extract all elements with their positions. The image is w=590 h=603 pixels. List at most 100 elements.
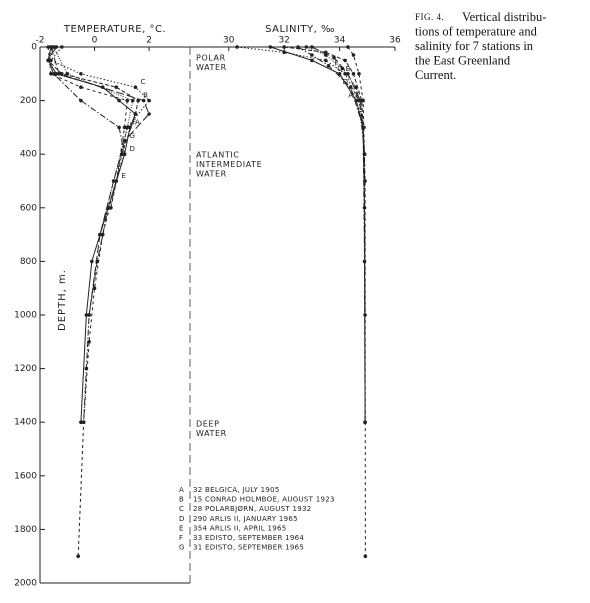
zone-label: INTERMEDIATE	[196, 160, 262, 169]
data-point	[147, 98, 151, 103]
caption-line: Vertical distribu-	[462, 10, 546, 24]
series-letter: A	[135, 118, 140, 126]
profile-line	[270, 46, 366, 423]
series-letter: F	[334, 59, 338, 67]
data-point	[109, 206, 113, 210]
y-tick-label: 1200	[14, 364, 37, 374]
series-letter: B	[345, 65, 350, 73]
data-point	[117, 125, 121, 130]
series-letter: A	[348, 92, 353, 100]
legend-entry: 28 POLARBJØRN, AUGUST 1932	[193, 505, 312, 513]
data-point	[136, 98, 140, 103]
data-point	[100, 232, 105, 237]
x-tick-label: 30	[223, 36, 235, 46]
data-point	[54, 72, 59, 76]
caption-line: the East Greenland	[415, 53, 511, 67]
data-point	[49, 72, 53, 76]
data-point	[133, 85, 138, 89]
zone-label: DEEP	[196, 420, 220, 429]
data-point	[60, 45, 64, 49]
data-point	[348, 85, 353, 89]
data-point	[141, 98, 146, 103]
data-point	[46, 45, 50, 49]
y-tick-label: 0	[31, 43, 37, 53]
series-letter: C	[140, 78, 145, 86]
x-tick-label: -2	[36, 36, 45, 46]
data-point	[60, 72, 64, 76]
legend-letter: C	[179, 505, 184, 513]
legend-entry: 33 EDISTO, SEPTEMBER 1964	[193, 534, 304, 542]
data-point	[133, 112, 138, 116]
legend-letter: D	[179, 515, 184, 523]
data-point	[87, 313, 91, 317]
data-point	[362, 152, 367, 156]
data-point	[51, 72, 56, 76]
data-point	[296, 45, 300, 49]
caption-line: Current.	[415, 68, 456, 82]
data-point	[354, 85, 359, 89]
caption-line: tions of temperature and	[415, 24, 538, 38]
data-point	[84, 313, 89, 317]
data-point	[117, 98, 121, 103]
legend-entry: 354 ARLIS II, APRIL 1965	[193, 524, 287, 532]
zone-label: ATLANTIC	[196, 151, 239, 160]
data-point	[65, 72, 70, 76]
series-letter: G	[130, 132, 135, 140]
legend-entry: 15 CONRAD HOLMBOE, AUGUST 1923	[193, 496, 335, 504]
data-point	[361, 98, 365, 103]
x-axis-title: SALINITY, ‰	[265, 24, 335, 35]
data-point	[363, 313, 367, 317]
y-tick-label: 600	[20, 203, 37, 213]
data-point	[114, 179, 119, 183]
legend-letter: F	[179, 534, 183, 542]
data-point	[111, 179, 116, 183]
profile-line	[284, 46, 366, 155]
y-tick-label: 1800	[14, 525, 37, 535]
data-point	[76, 554, 80, 558]
data-point	[351, 53, 356, 57]
data-point	[147, 112, 151, 116]
data-point	[351, 72, 356, 76]
caption-line: salinity for 7 stations in	[415, 39, 534, 53]
series-letter: F	[132, 118, 136, 126]
data-point	[98, 232, 102, 237]
zone-label: WATER	[196, 429, 227, 438]
legend-entry: 290 ARLIS II, JANUARY 1965	[193, 515, 298, 523]
series-letter: E	[355, 92, 359, 100]
data-point	[235, 45, 239, 49]
profile-line	[47, 46, 139, 208]
data-point	[122, 152, 127, 156]
y-tick-label: 800	[20, 257, 37, 267]
zone-label: WATER	[196, 170, 227, 179]
data-point	[79, 420, 83, 425]
data-point	[363, 554, 368, 558]
data-point	[87, 340, 91, 344]
data-point	[54, 45, 59, 49]
data-point	[337, 72, 342, 76]
data-point	[268, 45, 273, 49]
data-point	[346, 72, 350, 76]
data-point	[122, 125, 127, 130]
data-point	[130, 98, 135, 103]
series-letter: C	[337, 65, 342, 73]
profile-line	[53, 46, 134, 235]
y-tick-label: 400	[20, 150, 37, 160]
x-tick-label: 2	[146, 36, 152, 46]
series-letter: D	[130, 145, 135, 153]
y-tick-label: 200	[20, 96, 37, 106]
data-point	[343, 58, 347, 63]
data-point	[326, 63, 331, 68]
legend-letter: B	[179, 496, 184, 504]
profile-line	[47, 46, 137, 423]
data-point	[79, 98, 83, 103]
x-axis-title: TEMPERATURE, °C.	[63, 24, 166, 35]
series-letter: B	[143, 92, 148, 100]
data-point	[125, 125, 130, 130]
profile-line	[47, 46, 126, 423]
data-point	[79, 85, 83, 89]
legend-letter: A	[179, 486, 184, 494]
zone-label: POLAR	[196, 54, 226, 63]
data-point	[310, 58, 314, 63]
legend-entry: 31 EDISTO, SEPTEMBER 1965	[193, 544, 304, 552]
